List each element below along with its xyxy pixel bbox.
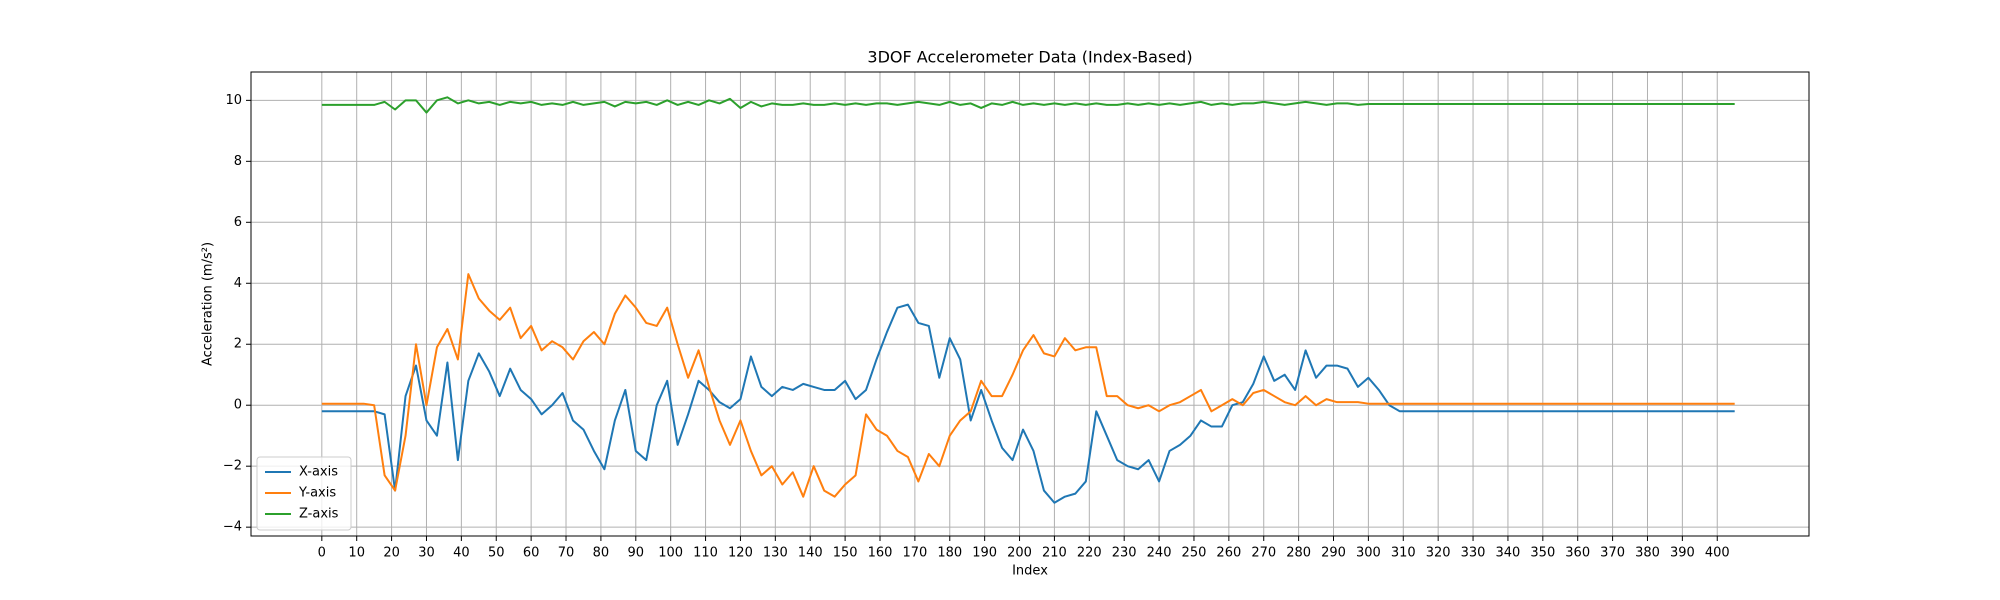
x-tick-label: 270 — [1251, 546, 1276, 561]
y-tick-label: 4 — [234, 276, 242, 291]
x-tick-label: 90 — [628, 546, 645, 561]
x-tick-label: 370 — [1600, 546, 1625, 561]
y-axis-label: Acceleration (m/s²) — [201, 242, 216, 366]
x-tick-label: 130 — [763, 546, 788, 561]
x-tick-label: 210 — [1042, 546, 1067, 561]
x-tick-label: 390 — [1670, 546, 1695, 561]
x-axis-label: Index — [1012, 564, 1048, 579]
x-tick-label: 0 — [318, 546, 326, 561]
y-tick-label: −2 — [223, 459, 242, 474]
x-tick-label: 200 — [1007, 546, 1032, 561]
y-tick-label: 2 — [234, 337, 242, 352]
legend-label: X-axis — [299, 465, 338, 480]
x-tick-label: 100 — [658, 546, 683, 561]
y-tick-label: 0 — [234, 398, 242, 413]
x-tick-label: 220 — [1077, 546, 1102, 561]
x-tick-label: 120 — [728, 546, 753, 561]
x-tick-label: 400 — [1705, 546, 1730, 561]
x-tick-label: 230 — [1112, 546, 1137, 561]
x-tick-label: 380 — [1635, 546, 1660, 561]
x-tick-label: 110 — [693, 546, 718, 561]
x-tick-label: 80 — [593, 546, 610, 561]
series-line — [321, 303, 1735, 504]
x-tick-label: 310 — [1391, 546, 1416, 561]
x-tick-label: 350 — [1530, 546, 1555, 561]
legend-box — [256, 456, 352, 531]
series-line — [321, 96, 1735, 114]
x-tick-label: 180 — [937, 546, 962, 561]
series-line — [321, 273, 1735, 498]
chart-title: 3DOF Accelerometer Data (Index-Based) — [867, 48, 1192, 67]
x-tick-label: 150 — [833, 546, 858, 561]
x-tick-label: 190 — [972, 546, 997, 561]
x-tick-label: 240 — [1147, 546, 1172, 561]
x-tick-label: 340 — [1496, 546, 1521, 561]
x-tick-label: 300 — [1356, 546, 1381, 561]
x-tick-label: 10 — [348, 546, 365, 561]
legend-label: Y-axis — [298, 486, 336, 501]
x-tick-label: 330 — [1461, 546, 1486, 561]
y-tick-label: 8 — [234, 154, 242, 169]
x-tick-label: 20 — [383, 546, 400, 561]
x-tick-label: 60 — [523, 546, 540, 561]
y-tick-label: −4 — [223, 520, 242, 535]
x-tick-label: 160 — [868, 546, 893, 561]
x-tick-label: 360 — [1565, 546, 1590, 561]
x-tick-label: 170 — [902, 546, 927, 561]
x-tick-label: 30 — [418, 546, 435, 561]
y-tick-label: 6 — [234, 215, 242, 230]
x-tick-label: 50 — [488, 546, 505, 561]
x-tick-label: 70 — [558, 546, 575, 561]
legend-label: Z-axis — [299, 507, 339, 522]
x-tick-label: 140 — [798, 546, 823, 561]
x-tick-label: 290 — [1321, 546, 1346, 561]
x-tick-label: 320 — [1426, 546, 1451, 561]
x-tick-label: 260 — [1216, 546, 1241, 561]
plot-frame — [250, 71, 1810, 537]
y-tick-label: 10 — [225, 93, 242, 108]
x-tick-label: 250 — [1182, 546, 1207, 561]
x-tick-label: 280 — [1286, 546, 1311, 561]
x-tick-label: 40 — [453, 546, 470, 561]
